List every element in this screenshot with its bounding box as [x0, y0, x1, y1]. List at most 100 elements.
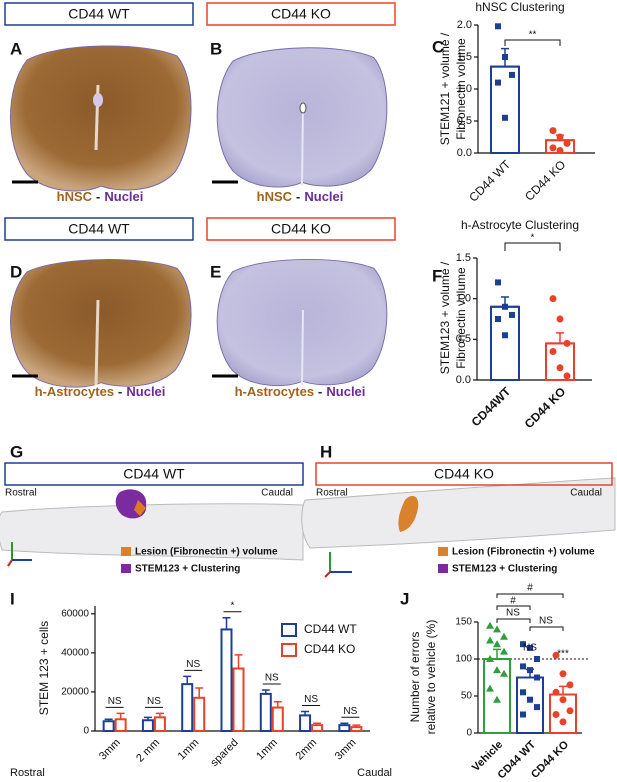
legend-label: Lesion (Fibronectin +) volume: [452, 547, 595, 558]
x-tick-label: CD44 WT: [466, 157, 514, 205]
section-title: CD44 WT: [123, 466, 185, 482]
y-tick-label: 0.0: [457, 147, 472, 159]
error-bar: [313, 722, 322, 726]
bar: [271, 706, 284, 732]
bar: [311, 724, 324, 732]
caudal-label: Caudal: [570, 488, 602, 499]
panel-letter: I: [10, 589, 15, 608]
y-tick-label: 60000: [61, 608, 89, 619]
x-end-label: Rostral: [10, 767, 45, 779]
bar: [338, 724, 351, 732]
data-point: [495, 23, 501, 30]
bar: [193, 696, 206, 732]
legend-label: Lesion (Fibronectin +) volume: [135, 547, 278, 558]
error-bar: [143, 716, 152, 721]
y-tick-label: 1.0: [457, 83, 472, 95]
data-point: [527, 644, 533, 651]
section-box: [206, 2, 396, 26]
section-title: CD44 KO: [434, 466, 494, 482]
bar: [141, 719, 154, 732]
caption-part: Nuclei: [304, 189, 343, 204]
panel-letter: A: [10, 39, 22, 58]
legend-label: STEM123 + Clustering: [135, 564, 240, 575]
y-tick-label: 0.5: [457, 115, 472, 127]
y-axis-label: Fibronectin volume: [454, 267, 468, 369]
panel-letter: F: [432, 266, 442, 285]
section-title: CD44 WT: [68, 221, 130, 237]
caption: hNSC - Nuclei: [257, 189, 344, 204]
data-point: [520, 689, 526, 696]
panel-letter: D: [10, 262, 22, 281]
data-point: [563, 372, 571, 380]
y-tick-label: 1.0: [456, 293, 471, 305]
data-point: [549, 144, 557, 152]
chart-title: hNSC Clustering: [475, 0, 564, 14]
section-box: [4, 217, 194, 241]
y-tick-label: 2.0: [457, 19, 472, 31]
annotation: #: [510, 596, 516, 607]
legend-swatch: [438, 564, 448, 573]
caption: hNSC - Nuclei: [57, 189, 144, 204]
y-axis-label: STEM 123 + cells: [37, 621, 51, 715]
caption-part: Nuclei: [104, 189, 143, 204]
section-box: [206, 217, 396, 241]
error-bar: [340, 722, 349, 726]
bar: [181, 683, 194, 732]
data-point: [556, 315, 564, 323]
chart-title: h-Astrocyte Clustering: [461, 218, 579, 232]
annotation: NS: [186, 659, 200, 670]
x-tick-label: 1mm: [254, 737, 280, 763]
caption-part: h-Astrocytes: [235, 384, 314, 399]
section-title: CD44 KO: [271, 6, 331, 22]
legend-swatch: [121, 547, 131, 556]
y-axis-label: Number of errors: [408, 632, 422, 723]
rostral-label: Rostral: [316, 488, 348, 499]
caption-part: Nuclei: [126, 384, 165, 399]
section-title: CD44 KO: [271, 221, 331, 237]
caption: h-Astrocytes - Nuclei: [235, 384, 366, 399]
error-bar: [352, 724, 361, 728]
legend-swatch: [438, 547, 448, 556]
bar: [232, 667, 245, 732]
legend-label: CD44 WT: [304, 622, 357, 636]
data-point: [549, 295, 557, 303]
data-point: [495, 316, 501, 322]
error-bar: [116, 712, 125, 720]
data-point: [502, 332, 508, 339]
data-point: [566, 681, 574, 689]
error-bar: [559, 685, 567, 695]
annotation: #: [527, 583, 533, 594]
section-box: [315, 462, 613, 486]
data-point: [509, 311, 515, 318]
caption-part: -: [318, 384, 322, 399]
data-point: [493, 695, 501, 703]
caption-part: h-Astrocytes: [35, 384, 114, 399]
annotation: NS: [147, 696, 161, 707]
panel-letter: C: [432, 37, 444, 56]
data-point: [509, 71, 515, 78]
x-tick-label: CD44 KO: [522, 384, 569, 431]
error-bar: [493, 648, 501, 659]
annotation: NS: [539, 616, 553, 627]
y-axis-label: STEM123 + volume /: [438, 261, 452, 374]
x-tick-label: CD44 KO: [522, 157, 568, 203]
legend-label: CD44 KO: [304, 642, 355, 656]
x-tick-label: 3mm: [97, 737, 123, 763]
bar: [490, 65, 520, 154]
caption-part: -: [96, 189, 100, 204]
data-point: [520, 711, 526, 718]
data-point: [552, 651, 560, 659]
y-tick-label: 50: [461, 691, 473, 702]
y-tick-label: 150: [455, 617, 472, 628]
caption: h-Astrocytes - Nuclei: [35, 384, 166, 399]
data-point: [486, 684, 494, 692]
y-tick-label: 40000: [61, 648, 89, 659]
error-bar: [183, 675, 192, 685]
y-tick-label: 0.0: [456, 374, 471, 386]
data-point: [502, 303, 508, 310]
data-point: [563, 139, 571, 147]
bar: [153, 716, 166, 732]
caption-part: Nuclei: [326, 384, 365, 399]
significance-bracket: [529, 626, 564, 631]
caption-part: hNSC: [257, 189, 293, 204]
